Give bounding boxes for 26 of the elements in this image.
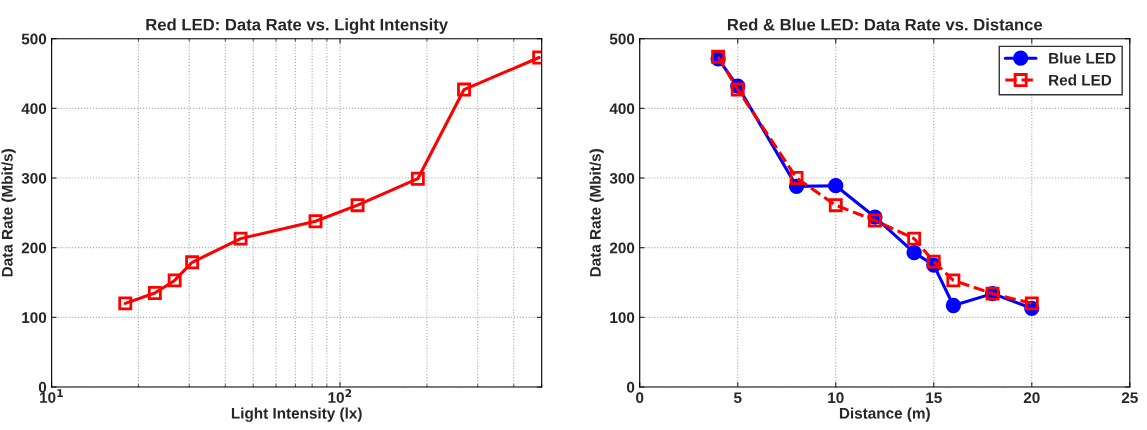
chart-title: Red & Blue LED: Data Rate vs. Distance	[727, 18, 1043, 31]
x-tick-label: 10	[828, 392, 844, 404]
y-tick-label: 300	[21, 172, 47, 184]
x-axis-title: Distance (m)	[839, 407, 930, 422]
x-tick-label: 0	[636, 392, 644, 404]
y-tick-label: 300	[609, 172, 635, 184]
x-tick-label: 25	[1121, 392, 1138, 404]
y-tick-label: 400	[609, 103, 635, 115]
y-tick-label: 100	[22, 312, 47, 324]
x-tick-label: 15	[926, 392, 942, 404]
y-axis-title: Data Rate (Mbit/s)	[1, 149, 16, 277]
chart-title: Red LED: Data Rate vs. Light Intensity	[146, 18, 448, 34]
y-tick-label: 400	[21, 103, 47, 115]
y-tick-label: 500	[21, 33, 47, 45]
legend-label: Red LED	[1049, 74, 1112, 86]
y-tick-label: 200	[609, 242, 635, 254]
x-axis-title: Light Intensity (lx)	[231, 407, 362, 422]
x-tick-label: 10$^{2}$	[328, 389, 352, 403]
y-tick-label: 0	[626, 381, 635, 393]
y-tick-label: 500	[609, 33, 635, 45]
x-tick-label: 5	[733, 392, 742, 404]
x-tick-label: 20	[1023, 392, 1040, 404]
legend-label: Blue LED	[1049, 52, 1116, 64]
y-tick-label: 100	[610, 312, 635, 324]
y-tick-label: 200	[21, 242, 47, 254]
y-axis-title: Data Rate (Mbit/s)	[589, 149, 604, 277]
